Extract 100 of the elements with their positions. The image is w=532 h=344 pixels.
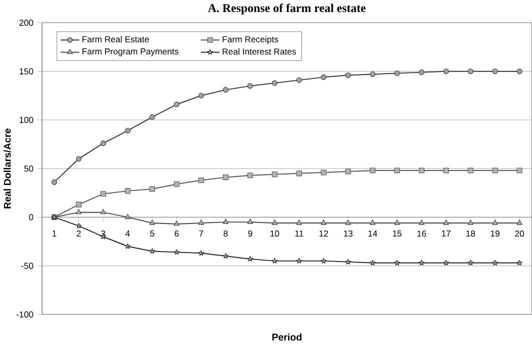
point — [149, 186, 155, 192]
point — [174, 102, 180, 108]
point — [468, 68, 474, 74]
point — [296, 77, 302, 83]
point — [320, 74, 326, 80]
x-tick-label: 13 — [344, 230, 353, 237]
x-tick-label: 9 — [248, 230, 252, 237]
point — [124, 188, 130, 194]
point — [516, 68, 522, 74]
point — [370, 260, 376, 266]
point — [443, 260, 449, 266]
point — [198, 220, 204, 225]
y-tick-label: -100 — [16, 311, 34, 318]
x-tick-label: 15 — [392, 230, 402, 236]
point — [124, 128, 130, 134]
point — [272, 220, 278, 225]
point — [247, 256, 253, 262]
x-tick-label: 16 — [417, 230, 426, 237]
x-tick-label: 20 — [515, 230, 524, 237]
point — [394, 260, 400, 266]
x-tick-label: 2 — [76, 230, 81, 236]
point — [296, 170, 302, 176]
point — [174, 249, 180, 255]
y-tick-label: 200 — [19, 20, 34, 26]
point — [76, 208, 82, 214]
point — [198, 250, 204, 256]
y-tick-label: -50 — [21, 262, 34, 269]
point — [516, 168, 522, 174]
y-axis-title: Real Dollars/Acre — [4, 128, 11, 208]
point — [296, 220, 302, 225]
point — [345, 258, 351, 264]
legend-label: Farm Receipts — [222, 36, 278, 44]
y-tick-label: 50 — [24, 165, 34, 172]
point — [222, 218, 229, 224]
legend-label: Farm Real Estate — [82, 36, 149, 42]
point — [418, 168, 424, 174]
x-axis-title: Period — [272, 333, 302, 341]
x-tick-label: 19 — [490, 230, 500, 237]
point — [222, 174, 228, 180]
y-tick-label: 100 — [20, 116, 34, 123]
point — [124, 214, 131, 219]
x-tick-label: 14 — [368, 230, 378, 236]
point — [247, 218, 254, 224]
x-tick-label: 4 — [125, 230, 130, 236]
point — [76, 222, 82, 228]
point — [418, 69, 424, 75]
point — [174, 181, 180, 187]
point — [296, 258, 302, 264]
point — [394, 168, 400, 174]
point — [174, 220, 180, 226]
x-tick-label: 1 — [52, 230, 56, 236]
point — [468, 168, 474, 174]
point — [320, 258, 326, 264]
legend-label: Real Interest Rates — [222, 48, 296, 55]
point — [370, 220, 376, 225]
x-tick-label: 12 — [319, 230, 328, 236]
point — [222, 252, 229, 258]
point — [272, 80, 278, 86]
legend-label: Farm Program Payments — [82, 48, 178, 56]
point — [443, 168, 449, 174]
point — [100, 140, 106, 146]
x-tick-label: 7 — [199, 230, 204, 236]
point — [198, 177, 204, 183]
point — [272, 172, 278, 178]
x-tick-label: 17 — [442, 230, 450, 236]
x-tick-label: 5 — [150, 230, 154, 236]
y-tick-label: 150 — [20, 68, 34, 74]
point — [418, 260, 424, 266]
point — [149, 114, 155, 120]
point — [320, 220, 327, 225]
point — [492, 220, 498, 225]
point — [492, 68, 498, 74]
point — [394, 70, 400, 76]
point — [345, 168, 351, 174]
point — [492, 260, 498, 266]
point — [394, 220, 400, 225]
point — [100, 208, 106, 214]
point — [418, 220, 424, 225]
point — [100, 190, 106, 197]
x-tick-label: 18 — [466, 230, 475, 237]
point — [468, 260, 474, 266]
point — [516, 260, 522, 266]
point — [370, 168, 376, 174]
x-tick-label: 8 — [224, 230, 228, 237]
point — [76, 156, 82, 162]
point — [222, 86, 228, 92]
point — [149, 248, 156, 254]
point — [443, 68, 449, 74]
point — [76, 202, 82, 208]
point — [124, 243, 131, 249]
chart-title: A. Response of farm real estate — [208, 4, 366, 14]
point — [516, 220, 522, 225]
point — [247, 83, 253, 89]
point — [345, 220, 352, 225]
point — [443, 220, 449, 225]
point — [468, 220, 474, 225]
x-tick-label: 11 — [295, 230, 304, 236]
x-tick-label: 6 — [174, 230, 179, 237]
point — [320, 170, 326, 176]
x-tick-label: 10 — [270, 230, 280, 237]
